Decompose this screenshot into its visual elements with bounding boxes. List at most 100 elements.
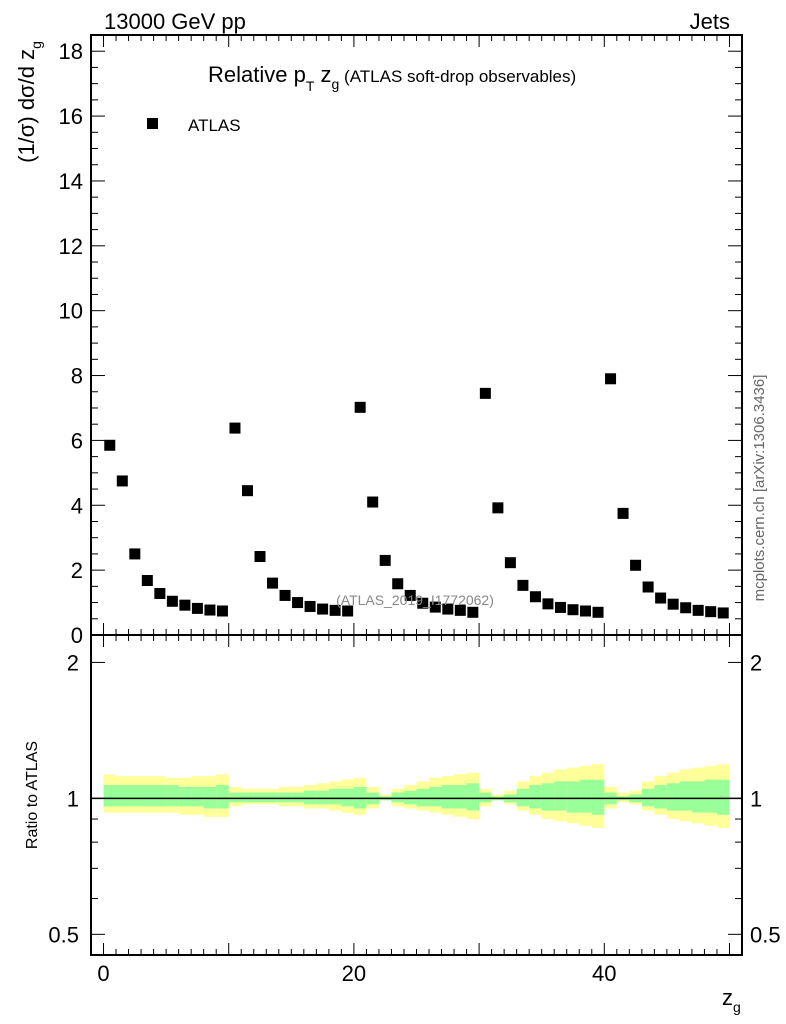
data-point (517, 579, 529, 591)
ratio-band-bin (103, 785, 117, 807)
data-point (129, 548, 141, 560)
data-point (154, 587, 166, 599)
data-point (592, 606, 604, 618)
ratio-band-bin (566, 781, 580, 813)
data-point (191, 602, 203, 614)
ratio-band-bin (216, 785, 229, 809)
data-point (104, 439, 116, 451)
y-tick-label: 18 (59, 39, 83, 64)
data-point (279, 589, 291, 601)
data-point (580, 605, 592, 617)
ratio-band-bin (128, 785, 142, 807)
ratio-y-tick-label: 1 (67, 786, 79, 811)
data-point (467, 606, 479, 618)
ratio-band-bin (253, 792, 267, 803)
data-point (542, 598, 554, 610)
data-point (429, 601, 441, 613)
data-point (567, 604, 579, 616)
y-tick-label: 6 (71, 428, 83, 453)
ratio-band-bin (416, 788, 430, 807)
data-point (705, 606, 717, 618)
ratio-y-tick-label: 0.5 (48, 922, 79, 947)
data-point (342, 605, 354, 617)
header-process: 13000 GeV pp (104, 9, 246, 34)
data-point (179, 599, 191, 611)
ratio-band-bin (591, 779, 605, 815)
data-point (241, 485, 253, 497)
ratio-band-bin (178, 786, 192, 807)
y-tick-label: 4 (71, 493, 83, 518)
data-point (166, 595, 178, 607)
analysis-watermark: (ATLAS_2019_I1772062) (336, 592, 494, 608)
data-point (329, 604, 341, 616)
ratio-band-bin (554, 781, 567, 811)
data-point (617, 507, 629, 519)
data-point (529, 591, 541, 603)
plot-title-tail: (ATLAS soft-drop observables) (339, 67, 576, 86)
ratio-y-tick-label: 2 (67, 650, 79, 675)
data-point (317, 603, 329, 615)
ratio-band-bin (441, 785, 455, 809)
data-point (116, 475, 128, 487)
ratio-band-bin (641, 788, 655, 807)
ratio-band-bin (228, 792, 242, 803)
plot-title-mid: z (314, 62, 331, 87)
data-point (367, 496, 379, 508)
data-point (216, 605, 228, 617)
data-point (692, 604, 704, 616)
ratio-band-bin (516, 788, 530, 807)
data-point (504, 557, 516, 569)
data-point (655, 592, 667, 604)
data-point (267, 577, 279, 589)
ratio-band-bin (529, 785, 542, 809)
ratio-band-bin (328, 788, 342, 805)
data-point (630, 559, 642, 571)
plot-title-main: Relative p (208, 62, 306, 87)
ratio-y-tick-label-right: 2 (750, 650, 762, 675)
ratio-y-tick-label-right: 0.5 (750, 922, 781, 947)
upper-y-axis-label: (1/σ) dσ/d zg (14, 41, 44, 163)
ratio-band-bin (141, 785, 154, 807)
data-point (404, 589, 416, 601)
x-tick-label: 0 (97, 961, 109, 986)
data-marks (91, 373, 742, 828)
y-tick-label: 16 (59, 104, 83, 129)
ratio-band-bin (191, 786, 204, 807)
y-tick-label: 0 (71, 623, 83, 648)
data-point (229, 422, 241, 434)
ratio-band-bin (679, 781, 692, 811)
ratio-band-bin (454, 785, 467, 809)
data-point (667, 598, 679, 610)
data-point (141, 575, 153, 587)
data-point (717, 607, 729, 619)
data-point (454, 604, 466, 616)
data-point (479, 387, 491, 399)
ratio-band-bin (654, 785, 667, 809)
y-tick-label: 14 (59, 169, 83, 194)
source-side-label: mcplots.cern.ch [arXiv:1306.3436] (751, 375, 768, 602)
data-point (254, 551, 266, 563)
upper-y-axis-label-sub: g (28, 41, 44, 49)
ratio-band-bin (716, 779, 730, 815)
y-tick-label: 10 (59, 299, 83, 324)
ratio-band-bin (541, 783, 555, 811)
ratio-band-bin (316, 790, 329, 805)
ratio-band-bin (391, 792, 404, 803)
ratio-band-bin (166, 785, 179, 807)
data-point (204, 604, 216, 616)
ratio-band-stat (103, 779, 730, 815)
ratio-band-bin (341, 788, 354, 807)
data-point (642, 581, 654, 593)
data-point (304, 600, 316, 612)
plot-title-sub2: g (332, 76, 340, 92)
upper-y-axis-label-main: (1/σ) dσ/d z (14, 49, 39, 163)
ratio-band-bin (479, 792, 492, 803)
data-point (442, 603, 454, 615)
ratio-band-bin (691, 781, 705, 813)
data-point (354, 401, 366, 413)
ratio-band-bin (429, 786, 442, 807)
ratio-band-bin (116, 785, 129, 807)
ratio-band-bin (466, 783, 480, 811)
